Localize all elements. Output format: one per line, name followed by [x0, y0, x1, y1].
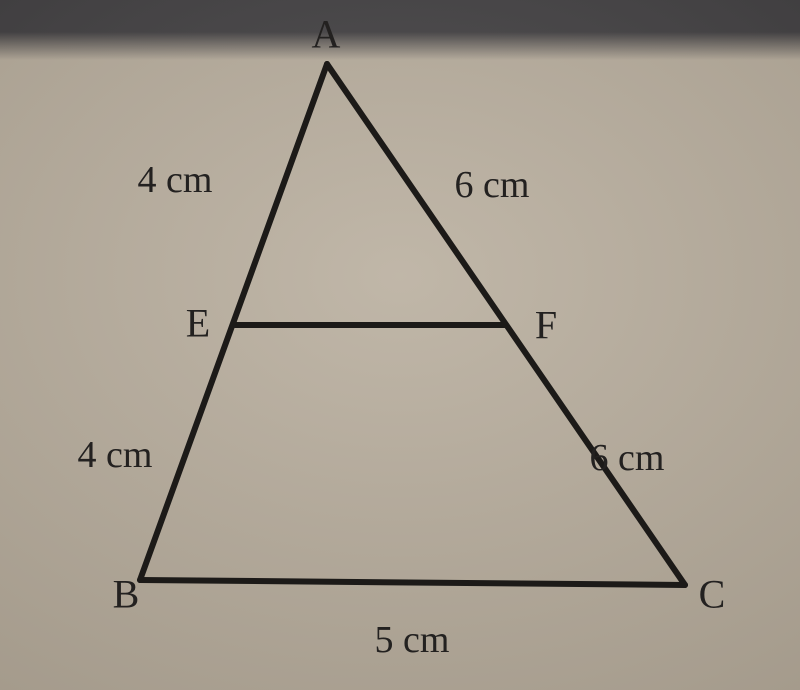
edge-label-eb: 4 cm	[78, 433, 153, 477]
edge-label-fc: 6 cm	[590, 436, 665, 480]
vertex-label-a: A	[312, 11, 341, 58]
edge-label-bc: 5 cm	[375, 618, 450, 662]
vertex-label-e: E	[186, 300, 210, 347]
vertex-label-b: B	[113, 571, 140, 618]
vertex-label-c: C	[699, 571, 726, 618]
vertex-label-f: F	[535, 302, 557, 349]
edge-label-ae: 4 cm	[138, 158, 213, 202]
edge-label-af: 6 cm	[455, 163, 530, 207]
